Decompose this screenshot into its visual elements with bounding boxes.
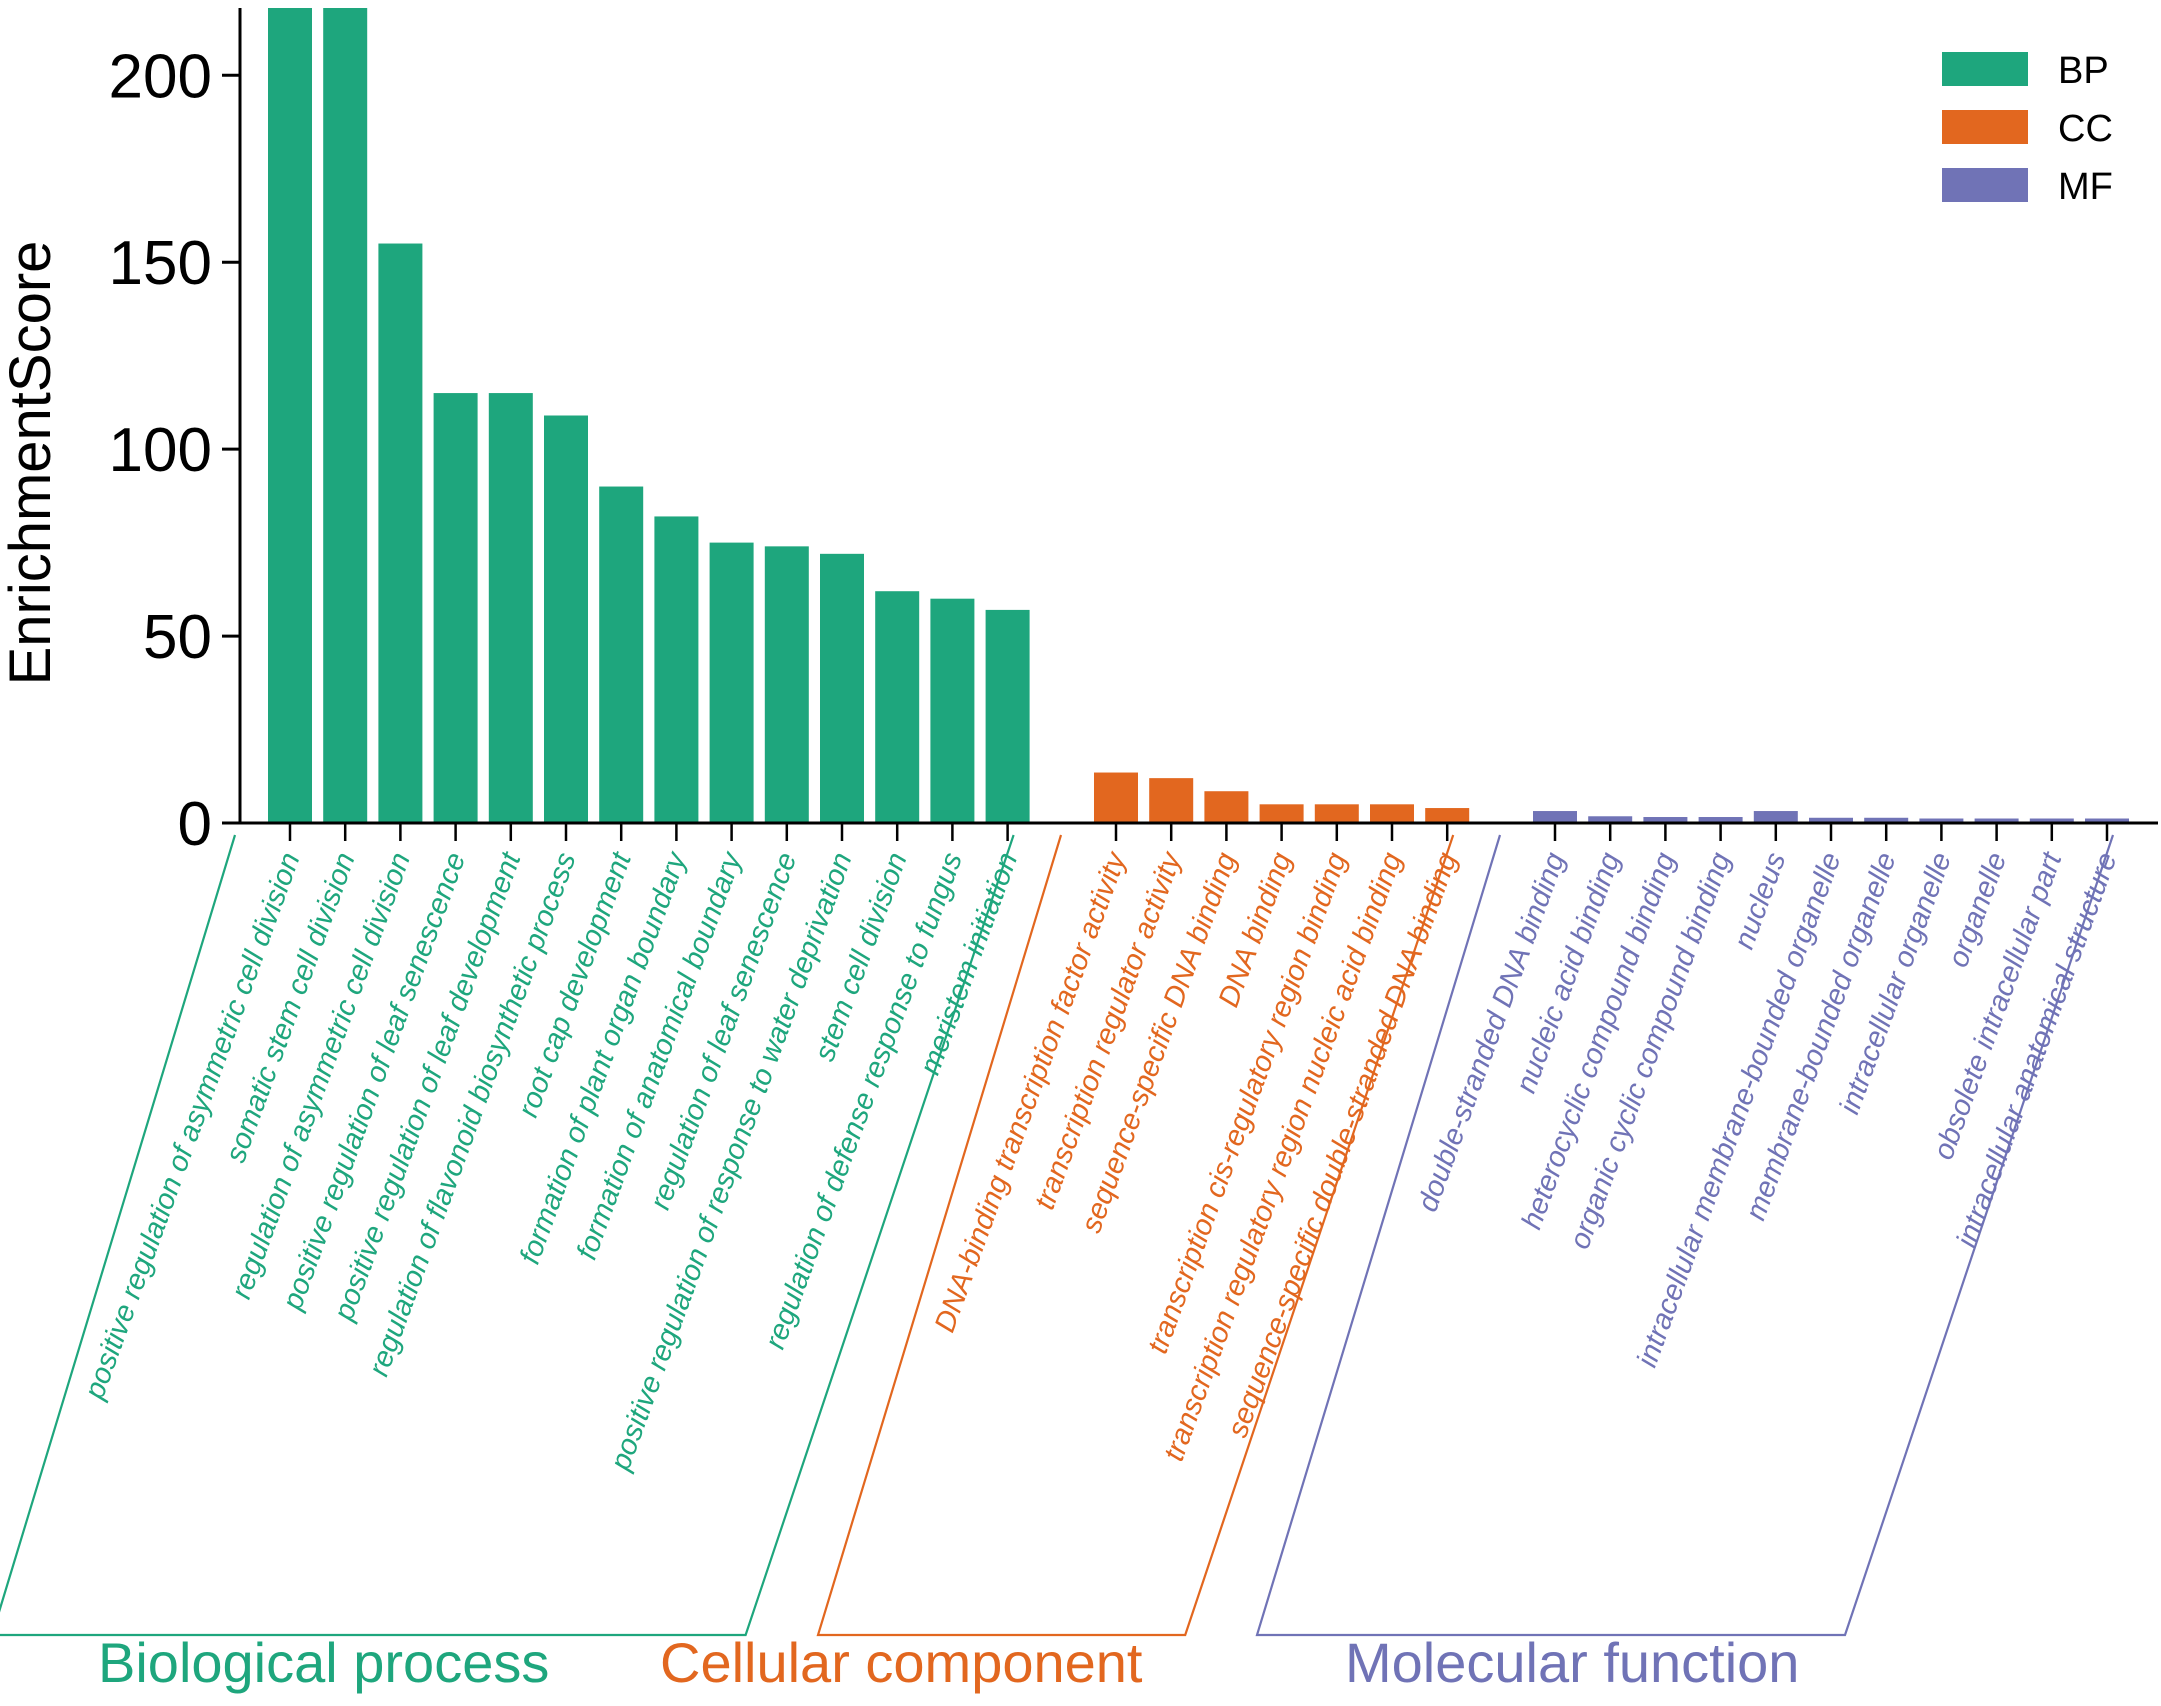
bar-mf bbox=[2029, 818, 2074, 823]
bar-bp bbox=[268, 8, 312, 823]
bar-bp bbox=[654, 516, 699, 823]
bar-mf bbox=[1698, 817, 1743, 823]
group-title-cc: Cellular component bbox=[660, 1631, 1143, 1694]
bar-bp bbox=[488, 393, 533, 823]
bar-mf bbox=[1809, 817, 1853, 823]
legend-swatch-mf bbox=[1942, 168, 2028, 202]
legend-label-bp: BP bbox=[2058, 50, 2109, 92]
bar-mf bbox=[1864, 817, 1909, 823]
legend-label-mf: MF bbox=[2058, 166, 2113, 208]
y-tick-label: 50 bbox=[143, 603, 212, 672]
axes-layer: EnrichmentScore 0 50 100 150 200 bbox=[0, 8, 2158, 859]
bar-cc bbox=[1370, 804, 1414, 823]
group-bracket-cc bbox=[816, 834, 1455, 1637]
bar-mf bbox=[1753, 811, 1798, 823]
bar-mf bbox=[1588, 816, 1633, 823]
bar-bp bbox=[433, 393, 478, 823]
group-title-mf: Molecular function bbox=[1345, 1631, 1799, 1694]
y-tick-label: 150 bbox=[109, 229, 212, 298]
legend: BP CC MF bbox=[1942, 50, 2113, 208]
bar-bp bbox=[709, 542, 754, 823]
labels-layer: positive regulation of asymmetric cell d… bbox=[0, 834, 2124, 1694]
bar-bp bbox=[820, 553, 864, 823]
y-tick-label: 100 bbox=[109, 416, 212, 485]
legend-swatch-bp bbox=[1942, 52, 2028, 86]
bar-bp bbox=[985, 609, 1030, 823]
bar-mf bbox=[1919, 818, 1964, 823]
bar-bp bbox=[930, 598, 975, 823]
bar-cc bbox=[1094, 772, 1138, 823]
group-bracket-bp bbox=[0, 834, 1015, 1637]
bar-cc bbox=[1425, 808, 1470, 823]
bar-bp bbox=[378, 243, 423, 823]
legend-swatch-cc bbox=[1942, 110, 2028, 144]
bar-cc bbox=[1314, 804, 1359, 823]
bar-mf bbox=[1974, 818, 2019, 823]
category-label: nucleus bbox=[1728, 848, 1792, 953]
y-tick-label: 0 bbox=[178, 790, 212, 859]
bar-bp bbox=[875, 591, 920, 823]
bar-cc bbox=[1204, 791, 1249, 823]
bar-mf bbox=[2085, 818, 2129, 823]
bar-mf bbox=[1643, 817, 1688, 823]
bar-bp bbox=[764, 546, 809, 823]
y-tick-label: 200 bbox=[109, 42, 212, 111]
group-bracket-mf bbox=[1255, 834, 2115, 1637]
bars-layer bbox=[268, 8, 2129, 823]
bar-bp bbox=[323, 8, 368, 823]
group-title-bp: Biological process bbox=[98, 1631, 549, 1694]
legend-label-cc: CC bbox=[2058, 108, 2113, 150]
bar-cc bbox=[1259, 804, 1304, 823]
bar-bp bbox=[599, 486, 644, 823]
bar-cc bbox=[1149, 778, 1194, 823]
bar-mf bbox=[1533, 811, 1577, 823]
category-label: positive regulation of asymmetric cell d… bbox=[78, 848, 306, 1404]
bar-bp bbox=[544, 415, 588, 823]
y-axis-title: EnrichmentScore bbox=[0, 241, 63, 686]
